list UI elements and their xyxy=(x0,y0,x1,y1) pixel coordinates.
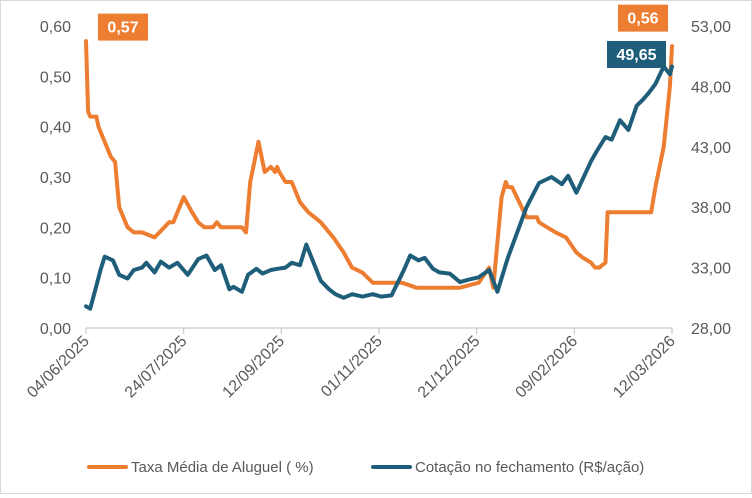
right-axis-ticks: 28,00 33,00 38,00 43,00 48,00 53,00 xyxy=(691,19,731,338)
right-tick-label: 28,00 xyxy=(691,321,731,338)
series-line-cotacao xyxy=(84,64,674,311)
left-tick-label: 0,20 xyxy=(40,220,71,237)
data-label-text: 49,65 xyxy=(616,47,656,64)
left-tick-label: 0,50 xyxy=(40,69,71,86)
right-tick-label: 53,00 xyxy=(691,19,731,36)
data-label-box xyxy=(618,4,668,32)
left-tick-label: 0,60 xyxy=(40,19,71,36)
legend: Taxa Média de Aluguel ( %) Cotação no fe… xyxy=(87,459,644,476)
x-tick-label: 09/02/2026 xyxy=(513,333,582,402)
x-tick-label: 21/12/2025 xyxy=(415,333,484,402)
x-axis-ticks: 04/06/2025 24/07/2025 12/09/2025 01/11/2025… xyxy=(24,328,679,401)
series-line-taxa xyxy=(84,39,674,290)
x-tick-label: 12/09/2025 xyxy=(220,333,289,402)
x-tick-label: 04/06/2025 xyxy=(24,333,93,402)
left-tick-label: 0,00 xyxy=(40,321,71,338)
legend-label-taxa: Taxa Média de Aluguel ( %) xyxy=(131,459,314,476)
right-tick-label: 33,00 xyxy=(691,261,731,278)
data-label-text: 0,57 xyxy=(107,20,138,37)
data-label-text: 0,56 xyxy=(627,11,658,28)
left-axis-ticks: 0,00 0,10 0,20 0,30 0,40 0,50 0,60 xyxy=(40,19,71,338)
left-tick-label: 0,10 xyxy=(40,271,71,288)
data-label-box xyxy=(607,40,666,68)
x-tick-label: 12/03/2026 xyxy=(610,333,679,402)
left-tick-label: 0,40 xyxy=(40,120,71,137)
data-label-box xyxy=(98,13,148,41)
series-lines xyxy=(84,39,674,311)
x-tick-label: 24/07/2025 xyxy=(122,333,191,402)
right-tick-label: 43,00 xyxy=(691,140,731,157)
left-tick-label: 0,30 xyxy=(40,170,71,187)
right-tick-label: 48,00 xyxy=(691,79,731,96)
data-label-callouts: 0,57 0,56 49,65 xyxy=(98,4,668,68)
x-tick-label: 01/11/2025 xyxy=(318,333,386,401)
legend-label-cotacao: Cotação no fechamento (R$/ação) xyxy=(415,459,644,476)
right-tick-label: 38,00 xyxy=(691,200,731,217)
